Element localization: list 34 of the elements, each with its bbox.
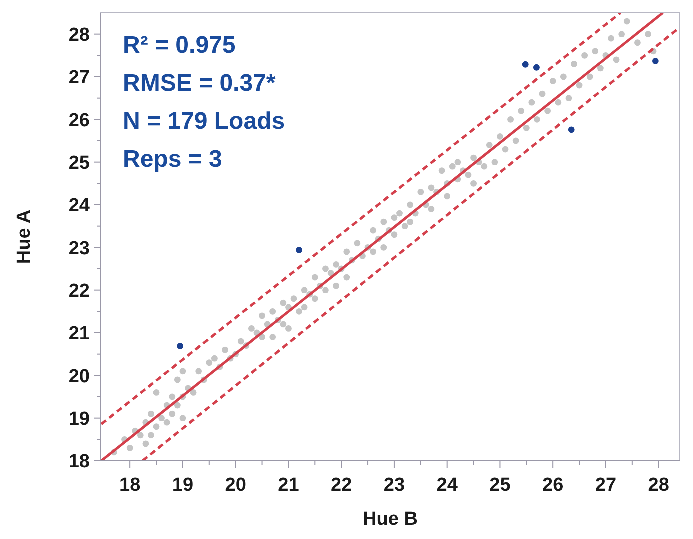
annotation: R² = 0.975	[123, 32, 236, 59]
annotation: Reps = 3	[123, 146, 222, 173]
x-tick-label: 22	[331, 475, 352, 496]
x-tick-label: 24	[436, 475, 458, 496]
y-axis-title: Hue A	[14, 210, 35, 264]
point	[652, 58, 659, 64]
y-tick-label: 18	[68, 452, 90, 473]
x-tick-label: 25	[490, 475, 512, 496]
point	[534, 64, 540, 71]
y-tick-label: 28	[68, 24, 90, 46]
point	[177, 343, 184, 350]
y-tick-label: 21	[68, 324, 90, 345]
annotation: RMSE = 0.37*	[123, 70, 276, 97]
annotation: N = 179 Loads	[123, 108, 286, 135]
point	[568, 126, 575, 134]
y-tick-label: 25	[68, 152, 90, 174]
y-tick-label: 23	[68, 238, 90, 260]
y-tick-label: 20	[68, 366, 90, 388]
point	[522, 61, 529, 68]
x-axis-title: Hue B	[363, 509, 418, 530]
x-tick-label: 18	[120, 475, 141, 496]
x-tick-label: 23	[384, 475, 406, 496]
y-tick-label: 27	[68, 68, 90, 89]
x-tick-label: 28	[648, 475, 670, 496]
x-tick-label: 20	[225, 475, 246, 496]
y-tick-label: 24	[68, 196, 90, 217]
y-tick-label: 19	[68, 408, 90, 430]
y-tick-label: 22	[68, 280, 90, 302]
x-tick-label: 21	[278, 475, 300, 496]
x-tick-label: 26	[542, 475, 564, 496]
y-tick-label: 26	[68, 110, 90, 132]
x-tick-label: 27	[595, 475, 617, 496]
x-tick-label: 19	[172, 475, 194, 496]
point	[296, 247, 302, 254]
